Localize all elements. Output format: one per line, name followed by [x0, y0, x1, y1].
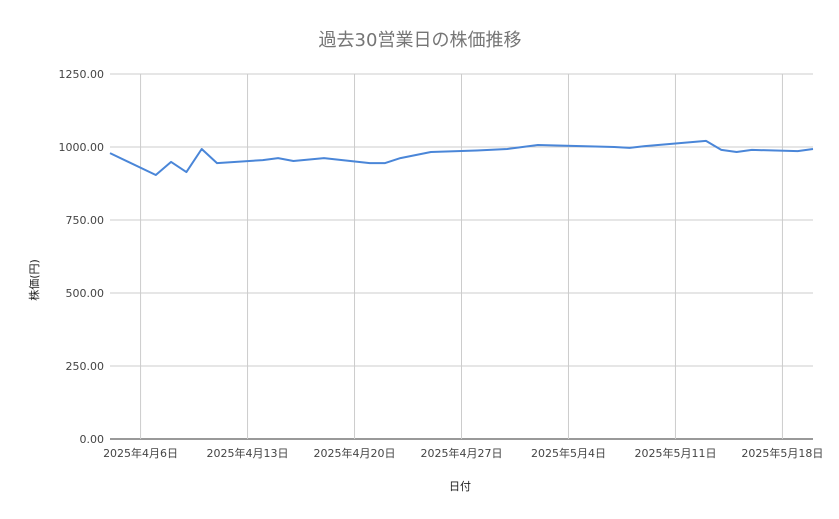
x-tick-label: 2025年5月4日 [531, 446, 606, 460]
y-tick-label: 500.00 [66, 287, 105, 300]
chart-title: 過去30営業日の株価推移 [319, 30, 522, 51]
y-tick-label: 1000.00 [59, 141, 105, 154]
y-tick-label: 1250.00 [59, 68, 105, 81]
x-tick-label: 2025年5月18日 [741, 446, 823, 460]
y-tick-label: 250.00 [66, 360, 105, 373]
y-tick-label: 0.00 [80, 433, 105, 446]
x-tick-label: 2025年4月27日 [421, 446, 503, 460]
x-tick-label: 2025年4月6日 [103, 446, 178, 460]
x-tick-label: 2025年4月13日 [207, 446, 289, 460]
x-axis-label: 日付 [449, 480, 471, 493]
x-tick-label: 2025年5月11日 [634, 446, 716, 460]
price-line [109, 139, 814, 176]
y-tick-label: 750.00 [66, 214, 105, 227]
y-axis-label: 株価(円) [27, 259, 41, 301]
x-tick-label: 2025年4月20日 [314, 446, 396, 460]
